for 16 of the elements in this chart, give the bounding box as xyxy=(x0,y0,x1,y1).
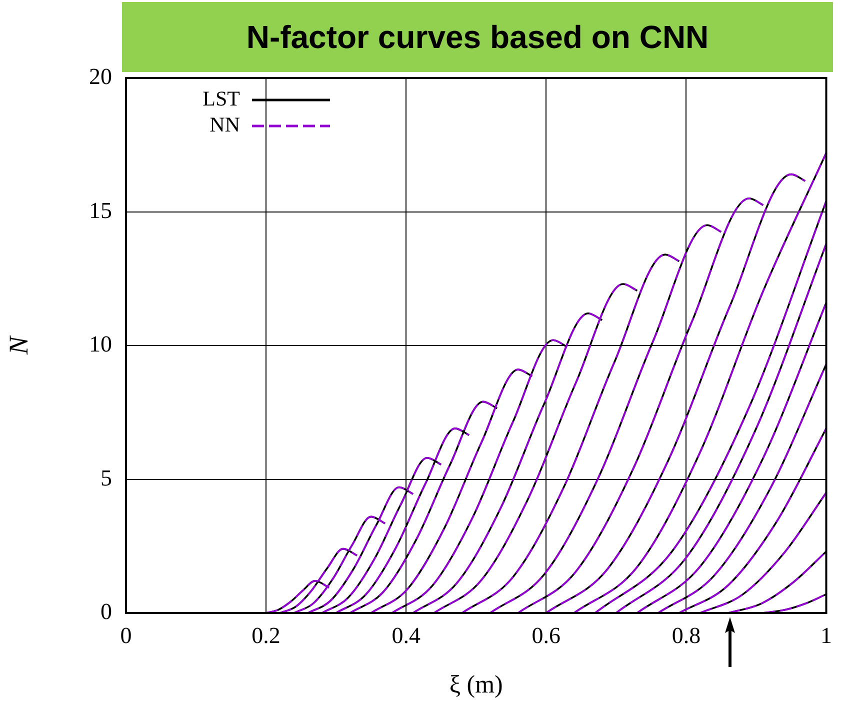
x-tick-label: 0.6 xyxy=(532,622,561,648)
y-axis-title: N xyxy=(3,334,34,356)
chart-title: N-factor curves based on CNN xyxy=(122,2,833,72)
y-tick-label: 0 xyxy=(100,599,112,624)
x-tick-label: 0.2 xyxy=(252,622,280,648)
y-tick-label: 20 xyxy=(89,64,112,90)
x-tick-label: 0.4 xyxy=(392,622,421,648)
y-tick-label: 10 xyxy=(89,332,112,357)
y-tick-label: 15 xyxy=(89,198,112,223)
y-tick-label: 5 xyxy=(100,465,112,490)
legend-label: NN xyxy=(210,112,240,137)
x-axis-title: ξ (m) xyxy=(449,672,503,699)
x-tick-label: 1 xyxy=(820,622,832,648)
legend-label: LST xyxy=(202,86,240,111)
x-tick-label: 0.8 xyxy=(672,622,701,648)
x-tick-label: 0 xyxy=(120,622,132,648)
